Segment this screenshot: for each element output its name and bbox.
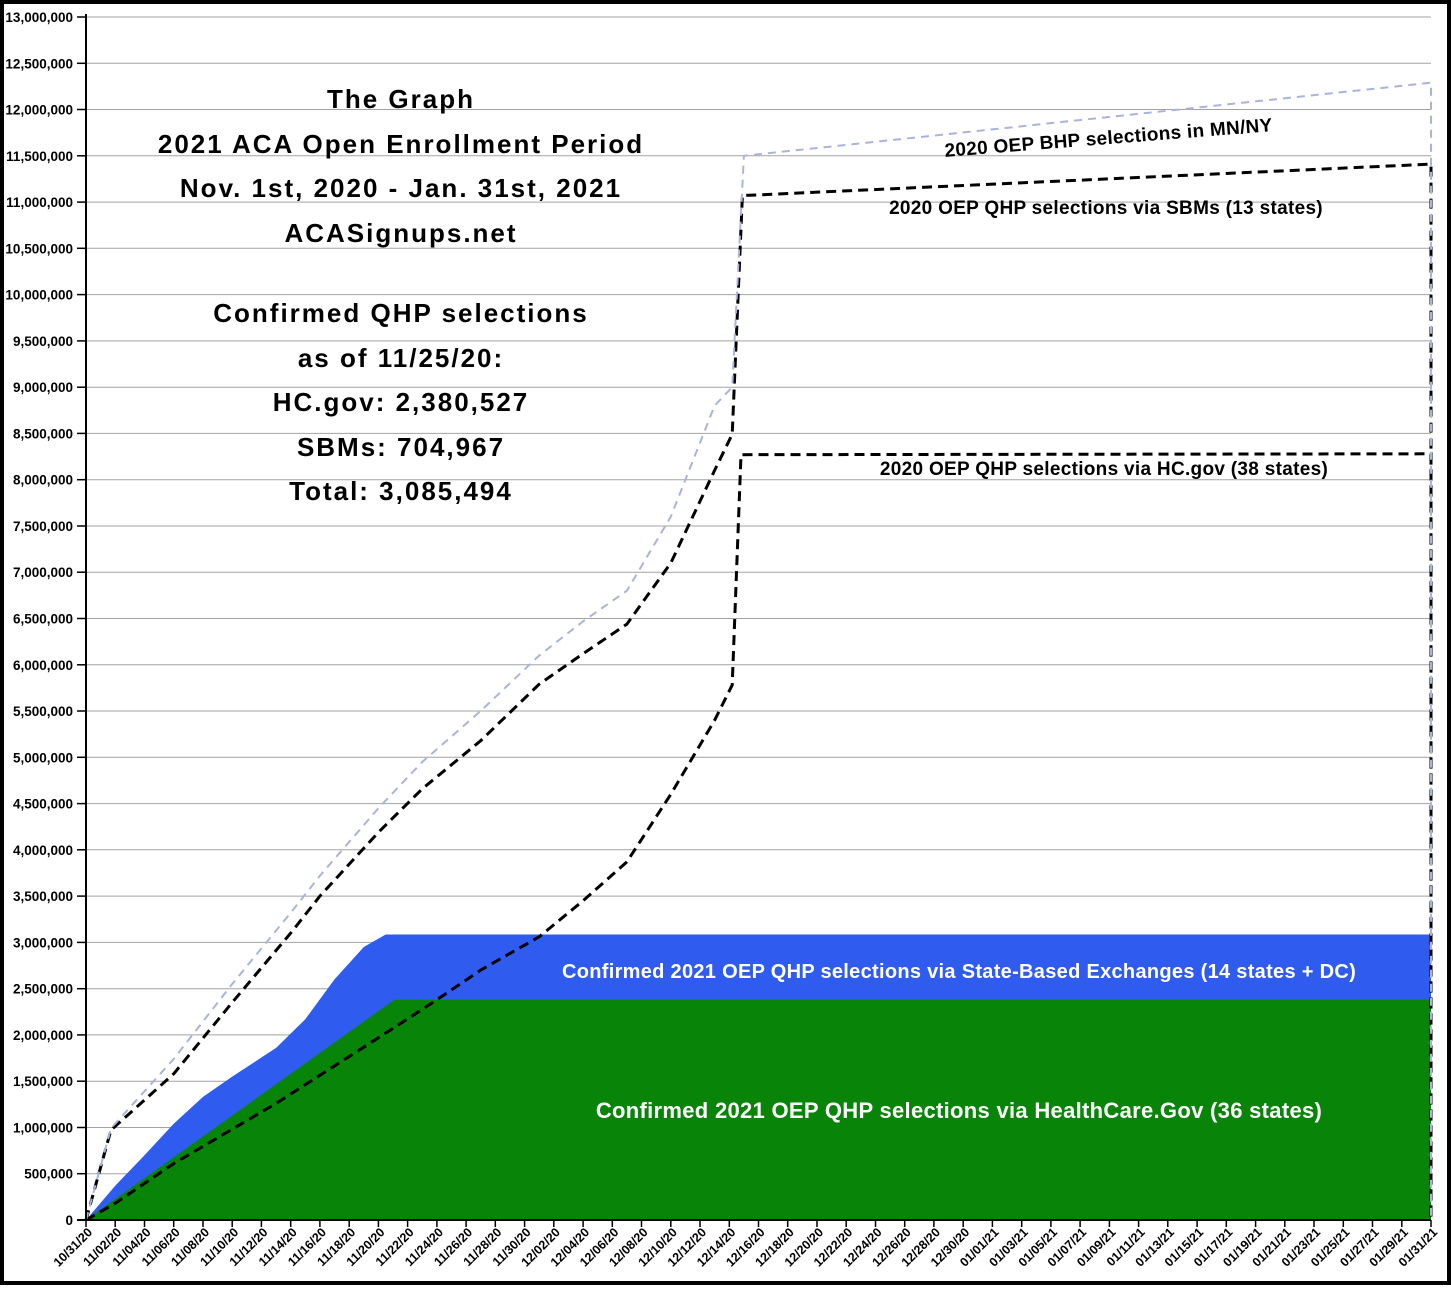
y-axis-label: 3,500,000: [13, 889, 73, 904]
y-axis-label: 9,500,000: [13, 334, 73, 349]
chart-subtitle: 2021 ACA Open Enrollment Period: [157, 128, 645, 159]
enrollment-chart: 13,000,000 12,500,000 12,000,000 11,500,000…: [5, 10, 1440, 1270]
y-axis-label: 9,000,000: [13, 380, 73, 395]
y-axis-label: 13,000,000: [5, 10, 73, 25]
y-axis-label: 0: [65, 1213, 73, 1228]
label-sbm-2021-area: Confirmed 2021 OEP QHP selections via St…: [562, 961, 1356, 983]
y-axis-label: 12,500,000: [5, 56, 73, 71]
chart-title: The Graph: [326, 84, 475, 114]
label-hcgov-2021-area: Confirmed 2021 OEP QHP selections via He…: [596, 1098, 1322, 1123]
chart-source: ACASignups.net: [284, 217, 518, 248]
y-axis-label: 5,500,000: [13, 704, 73, 719]
stats-heading: Confirmed QHP selections: [213, 298, 589, 328]
line-sbm-2020: [84, 162, 1433, 1221]
y-axis-label: 6,500,000: [13, 612, 73, 627]
stats-sbm: SBMs: 704,967: [296, 431, 506, 462]
stats-total: Total: 3,085,494: [289, 476, 513, 506]
label-hcgov-2020: 2020 OEP QHP selections via HC.gov (38 s…: [880, 459, 1328, 480]
y-axis-label: 7,500,000: [13, 519, 73, 534]
chart-date-range: Nov. 1st, 2020 - Jan. 31st, 2021: [179, 173, 623, 203]
label-sbm-2020: 2020 OEP QHP selections via SBMs (13 sta…: [889, 198, 1323, 219]
y-axis-label: 6,000,000: [13, 658, 73, 673]
line-hcgov-2020: [85, 452, 1433, 1222]
title-block: The Graph 2021 ACA Open Enrollment Perio…: [76, 77, 726, 514]
y-axis-label: 7,000,000: [13, 565, 73, 580]
title-spacer: [76, 255, 726, 291]
stats-asof: as of 11/25/20:: [297, 342, 505, 373]
line-bhp-2020: [85, 81, 1432, 1221]
y-axis-label: 1,500,000: [13, 1074, 73, 1089]
stats-hcgov: HC.gov: 2,380,527: [272, 387, 530, 417]
y-axis-label: 8,000,000: [13, 473, 73, 488]
y-axis-label: 5,000,000: [13, 750, 73, 765]
y-axis-label: 3,000,000: [13, 935, 73, 950]
y-axis-label: 11,500,000: [6, 149, 73, 164]
y-axis-label: 12,000,000: [5, 103, 73, 118]
y-axis-label: 1,000,000: [13, 1121, 73, 1136]
y-axis-label: 8,500,000: [13, 426, 73, 441]
y-axis-label: 2,000,000: [13, 1028, 73, 1043]
label-bhp-2020: 2020 OEP BHP selections in MN/NY: [944, 115, 1274, 162]
y-axis-label: 500,000: [24, 1167, 73, 1182]
y-axis-label: 10,000,000: [5, 288, 73, 303]
y-axis-label: 4,000,000: [13, 843, 73, 858]
y-axis-label: 4,500,000: [13, 797, 73, 812]
y-axis-label: 10,500,000: [5, 241, 73, 256]
y-axis-label: 11,000,000: [6, 195, 73, 210]
y-axis-label: 2,500,000: [13, 982, 73, 997]
area-hcgov-2021: [86, 999, 1431, 1220]
